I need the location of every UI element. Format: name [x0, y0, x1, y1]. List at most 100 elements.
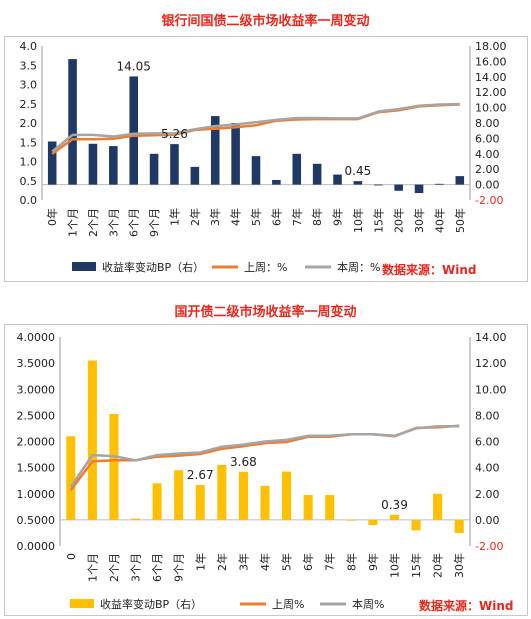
- chart-2-category-label: 7年: [323, 553, 337, 571]
- chart-2-category-label: 2个月: [108, 553, 121, 582]
- chart-2-bar: [346, 519, 356, 521]
- chart-1-bar: [435, 183, 444, 185]
- chart-2-bar: [325, 495, 335, 520]
- chart-2-bar: [303, 495, 313, 520]
- chart-2-bar: [433, 493, 443, 520]
- chart-2-category-label: 3个月: [130, 553, 143, 582]
- chart-2-left-tick-label: 2.5000: [17, 409, 56, 422]
- chart-2-bar: [368, 519, 378, 526]
- chart-2-right-tick-label: 8.00: [475, 409, 500, 422]
- chart-1-left-tick-label: 1.0: [20, 156, 38, 169]
- chart-1-bar: [210, 116, 220, 185]
- chart-2-right-tick-label: 12.00: [475, 357, 507, 370]
- chart-1-right-tick-label: 16.00: [475, 55, 507, 68]
- chart-1-category-label: 3个月: [107, 208, 120, 237]
- chart-1-category-label: 6个月: [128, 208, 141, 237]
- chart-1-bar: [129, 76, 138, 185]
- chart-2-left-tick-label: 4.0000: [17, 331, 56, 344]
- chart-1-bar: [68, 59, 77, 185]
- chart-1-category-label: 9个月: [148, 208, 161, 237]
- chart-2-category-label: 30年: [452, 553, 466, 578]
- chart-2-right-tick-label: 2.00: [475, 488, 500, 501]
- chart-1-data-label: 0.45: [345, 164, 372, 178]
- chart-1-right-tick-label: 18.00: [475, 40, 507, 53]
- chart-1-bar: [333, 174, 342, 185]
- chart-2-category-label: 2年: [215, 553, 229, 571]
- chart-1-left-tick-label: 2.5: [20, 98, 38, 111]
- chart-2-category-label: 3年: [236, 553, 250, 571]
- chart-1-left-tick-label: 0.5: [20, 175, 38, 188]
- chart-1-right-tick-label: 12.00: [475, 86, 507, 99]
- chart-2-bar: [411, 519, 421, 531]
- chart-1-category-label: 9年: [331, 208, 345, 226]
- chart-1-bar: [88, 143, 98, 185]
- chart-2-left-tick-label: 3.0000: [17, 383, 56, 396]
- chart-1-right-tick-label: 2.00: [475, 163, 500, 176]
- chart-2-left-tick-label: 3.5000: [17, 357, 56, 370]
- chart-1-right-tick-label: 10.00: [475, 102, 507, 115]
- chart-1-category-label: 0年: [45, 208, 59, 226]
- chart-2-left-tick-label: 1.0000: [17, 488, 56, 501]
- chart-1-category-label: 50年: [453, 208, 467, 233]
- chart-1-right-tick-label: -2.00: [475, 194, 503, 207]
- chart-1-left-tick-label: 3.5: [20, 59, 38, 72]
- chart-2-line-series-2: [69, 425, 460, 488]
- chart-1-right-tick-label: 4.00: [475, 148, 500, 161]
- chart-2-category-label: 20年: [431, 553, 445, 578]
- chart-1-bar: [312, 163, 322, 185]
- chart-2-right-tick-label: 14.00: [475, 331, 507, 344]
- chart-1-line-series-2: [51, 102, 460, 153]
- chart-1-left-tick-label: 4.0: [20, 40, 38, 53]
- chart-1-bar: [455, 176, 465, 185]
- chart-2-bar: [109, 414, 119, 520]
- chart-2-category-label: 10年: [387, 553, 401, 578]
- chart-2-category-label: 1个月: [86, 553, 99, 582]
- chart-2-right-tick-label: 4.00: [475, 462, 500, 475]
- chart-2-category-label: 6年: [301, 553, 315, 571]
- chart-1-right-tick-label: 6.00: [475, 132, 500, 145]
- chart-2-left-tick-label: 0.0000: [17, 540, 56, 553]
- chart-1-category-label: 1个月: [67, 208, 80, 237]
- chart-1-bar: [170, 144, 179, 185]
- chart-1-bar: [414, 184, 424, 194]
- chart-1-category-label: 30年: [412, 208, 426, 233]
- chart-2-legend-bar-swatch: [70, 599, 94, 608]
- chart-1-bar: [292, 153, 302, 185]
- chart-2-category-label: 0: [65, 553, 78, 560]
- chart-2-bar: [66, 436, 76, 520]
- chart-2-data-label: 0.39: [381, 498, 408, 512]
- chart-2-right-tick-label: 6.00: [475, 436, 500, 449]
- chart-2-bar: [282, 471, 292, 520]
- chart-1-bar: [47, 141, 57, 185]
- chart-1-right-tick-label: 14.00: [475, 71, 507, 84]
- chart-2-right-tick-label: 10.00: [475, 383, 507, 396]
- chart-1-bar: [231, 123, 240, 185]
- chart-1-data-label: 5.26: [161, 127, 188, 141]
- chart-2-category-label: 6个月: [151, 553, 164, 582]
- chart-1-bar: [149, 153, 159, 185]
- chart-2-bar: [87, 360, 97, 520]
- chart-2-data-label: 2.67: [187, 468, 214, 482]
- chart-2-left-tick-label: 2.0000: [17, 436, 56, 449]
- chart-1-category-label: 1年: [167, 208, 181, 226]
- chart-2-bar: [260, 485, 270, 520]
- chart-2-bar: [174, 470, 184, 520]
- chart-1-bar: [109, 146, 118, 185]
- chart-1-bar: [374, 184, 383, 186]
- chart-1-bar: [353, 181, 363, 185]
- chart-2-bar: [454, 519, 464, 533]
- chart-1-bar: [251, 156, 261, 185]
- chart-1-category-label: 3年: [208, 208, 222, 226]
- chart-2-left-tick-label: 1.5000: [17, 462, 56, 475]
- chart-1-legend-bar-label: 收益率变动BP（右）: [102, 260, 204, 274]
- chart-1-legend-line-label-2: 本周：%: [337, 260, 380, 274]
- chart-1-category-label: 20年: [392, 208, 406, 233]
- chart-1-bar: [394, 184, 403, 191]
- chart-2-category-label: 15年: [409, 553, 423, 578]
- chart-2-right-tick-label: -2.00: [475, 540, 503, 553]
- chart-1-left-tick-label: 1.5: [20, 136, 38, 149]
- chart-1-bar: [272, 179, 281, 185]
- chart-2-category-label: 9个月: [173, 553, 186, 582]
- chart-2-source-note: 数据来源：Wind: [419, 598, 513, 613]
- chart-2-bar: [217, 465, 227, 520]
